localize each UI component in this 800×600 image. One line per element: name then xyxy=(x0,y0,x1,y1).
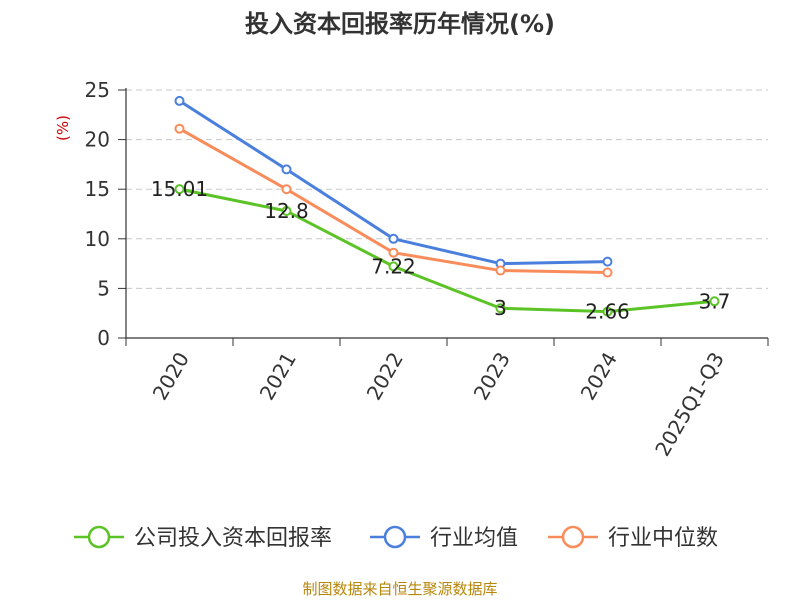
point-0-2024 xyxy=(602,306,613,317)
y-tick-label-15: 15 xyxy=(85,177,110,201)
grid-lines xyxy=(126,89,768,289)
x-tick-label-2023: 2023 xyxy=(469,348,515,404)
x-tick-label-2021: 2021 xyxy=(255,348,301,404)
x-tick-label-2020: 2020 xyxy=(148,348,194,404)
point-0-2025Q1-Q3 xyxy=(709,296,720,307)
point-1-2022 xyxy=(388,233,399,244)
series-line-0 xyxy=(179,187,715,314)
x-tick-label-2025Q1-Q3: 2025Q1-Q3 xyxy=(650,348,729,460)
y-tick-label-5: 5 xyxy=(97,276,110,300)
data-label-2023: 3 xyxy=(494,296,507,320)
legend-label-2[interactable]: 行业中位数 xyxy=(608,526,718,551)
point-1-2020 xyxy=(174,95,185,106)
point-1-2021 xyxy=(281,164,292,175)
axes xyxy=(125,88,768,339)
point-2-2022 xyxy=(388,247,399,258)
point-2-2024 xyxy=(602,267,613,278)
point-2-2023 xyxy=(495,265,506,276)
legend-label-0[interactable]: 公司投入资本回报率 xyxy=(134,526,332,551)
legend-marker-0[interactable] xyxy=(87,525,111,549)
x-axis-ticks: 2020 2021 2022 2023 2024 2025Q1-Q3 xyxy=(125,338,769,460)
source-note: 制图数据来自恒生聚源数据库 xyxy=(302,580,498,598)
legend-label-1[interactable]: 行业均值 xyxy=(430,526,518,551)
legend[interactable]: 公司投入资本回报率 行业均值 行业中位数 xyxy=(74,525,718,551)
point-0-2020 xyxy=(174,184,185,195)
chart-title: 投入资本回报率历年情况(%) xyxy=(245,10,555,38)
data-label-2025Q1-Q3: 3.7 xyxy=(699,289,731,313)
x-tick-label-2022: 2022 xyxy=(362,348,408,404)
data-labels: 15.01 12.8 7.22 3 2.66 3.7 xyxy=(151,177,731,324)
point-2-2020 xyxy=(174,123,185,134)
x-tick-label-2024: 2024 xyxy=(576,348,622,404)
data-label-2022: 7.22 xyxy=(371,254,416,278)
y-tick-label-10: 10 xyxy=(85,227,110,251)
y-axis-label: (%) xyxy=(54,115,72,141)
y-tick-label-20: 20 xyxy=(85,128,110,152)
point-0-2022 xyxy=(388,261,399,272)
data-label-2020: 15.01 xyxy=(151,177,208,201)
legend-marker-2[interactable] xyxy=(561,525,585,549)
y-tick-label-25: 25 xyxy=(85,78,110,102)
y-axis-ticks: 0 5 10 15 20 25 xyxy=(85,78,126,350)
point-2-2021 xyxy=(281,184,292,195)
data-label-2024: 2.66 xyxy=(585,300,630,324)
y-tick-label-0: 0 xyxy=(97,326,110,350)
point-0-2023 xyxy=(495,303,506,314)
point-1-2024 xyxy=(602,256,613,267)
data-label-2021: 12.8 xyxy=(264,199,309,223)
legend-marker-1[interactable] xyxy=(383,525,407,549)
point-0-2021 xyxy=(281,206,292,217)
series-group xyxy=(174,95,720,317)
